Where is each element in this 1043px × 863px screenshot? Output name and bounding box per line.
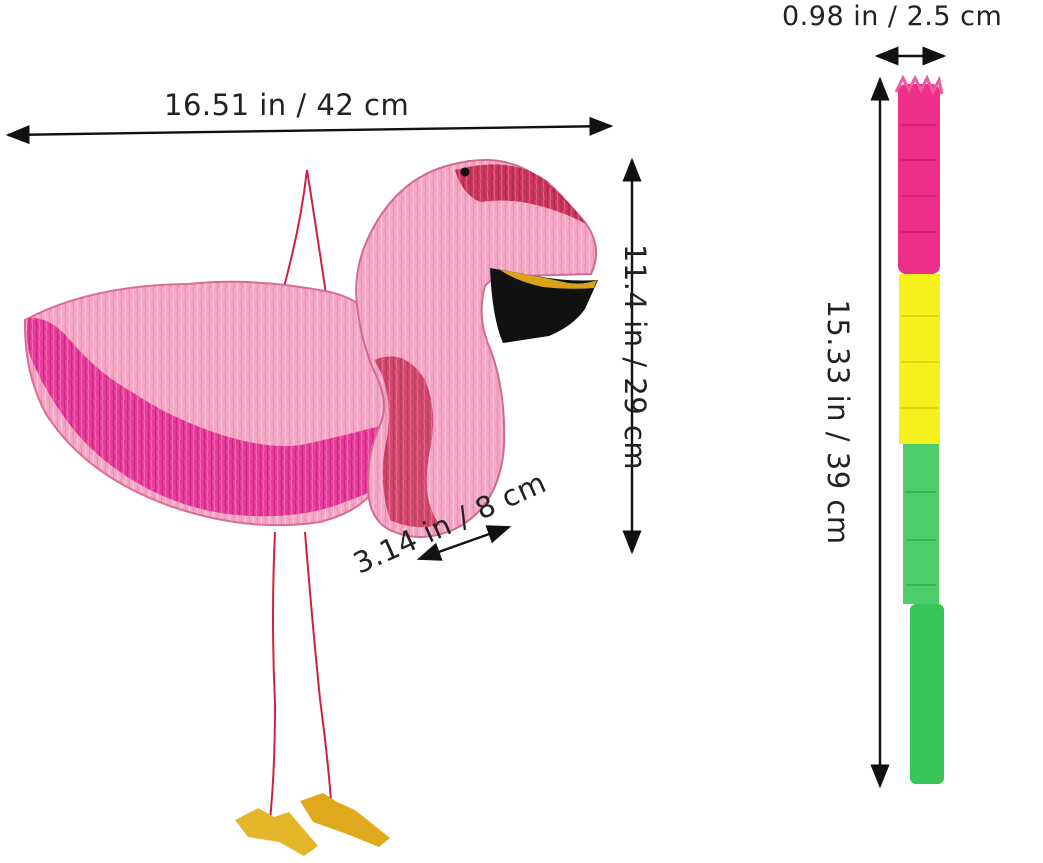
flamingo-neck [355, 159, 598, 539]
stick-width-dimension-label: 0.98 in / 2.5 cm [782, 1, 1003, 32]
flamingo-feet [235, 793, 390, 856]
hanging-string [281, 169, 327, 295]
pinata-stick [894, 74, 944, 784]
flamingo-pinata [23, 159, 598, 856]
flamingo-eye [460, 167, 470, 177]
height-dimension-label: 11.4 in / 29 cm [618, 243, 652, 471]
width-arrow [5, 116, 614, 145]
flamingo-wing-edge [26, 317, 403, 517]
flamingo-legs [269, 531, 332, 821]
depth-arrow [416, 525, 512, 561]
width-dimension-label: 16.51 in / 42 cm [164, 88, 410, 122]
dimension-arrows [5, 46, 947, 789]
flamingo-beak [490, 268, 598, 343]
stick-height-dimension-label: 15.33 in / 39 cm [821, 299, 855, 545]
